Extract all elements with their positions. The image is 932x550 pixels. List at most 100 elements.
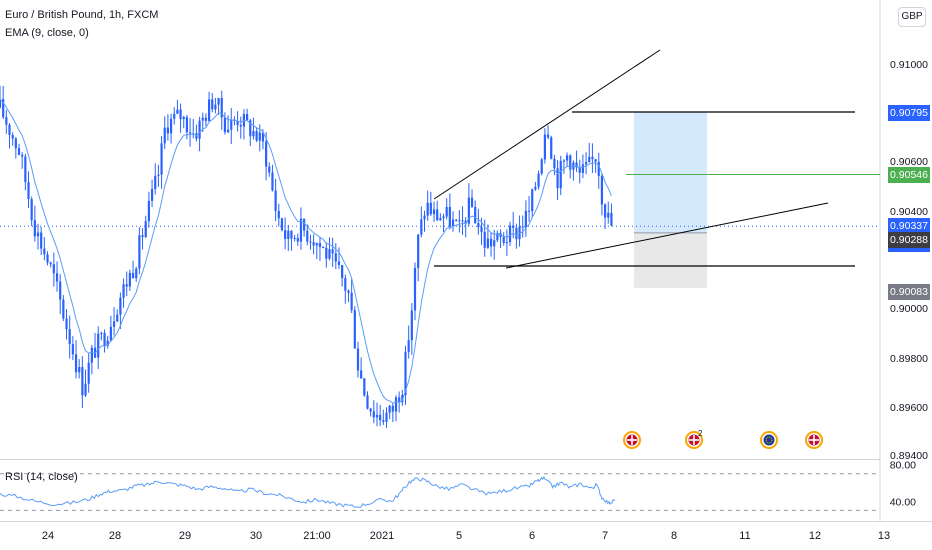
symbol-legend: Euro / British Pound, 1h, FXCM [5,9,159,21]
candle-body [287,230,290,240]
candle-body [385,412,388,423]
candle-body [135,268,138,279]
candle-body [331,249,334,254]
candle-body [303,218,306,231]
time-tick-label: 8 [671,530,677,542]
candle-body [49,262,52,265]
price-tick-label: 0.89800 [890,353,928,365]
candle-body [350,292,353,311]
currency-button[interactable]: GBP [898,7,926,27]
candle-body [125,284,128,287]
candle-body [226,129,230,133]
time-tick-label: 11 [739,530,750,542]
upper-trendline [433,49,661,200]
candle-body [315,243,318,246]
candle-body [543,134,546,160]
ema-line [0,98,612,404]
candle-body [33,220,36,237]
candle-body [144,221,147,237]
candle-body [312,242,315,246]
candle-body [14,138,17,149]
candle-body [5,117,8,125]
candle-body [201,117,204,121]
candle-body [78,366,81,373]
candle-body [515,227,518,240]
candle-body [464,220,467,224]
candle-body [43,248,46,255]
candle-body [445,206,448,217]
candle-body [578,167,581,173]
candle-body [379,414,382,421]
candle-body [442,216,445,219]
candle-body [150,189,154,201]
candle-body [505,242,508,244]
time-tick-label: 2021 [370,530,394,542]
candle-body [290,230,293,239]
candle-body [353,310,356,349]
price-tick-label: 0.90600 [890,156,928,168]
entry-price-badge: 0.90288 [888,232,930,249]
candle-body [62,299,65,319]
candle-body [363,378,366,396]
candle-body [420,219,423,235]
rsi-line [0,475,616,508]
candle-body [369,408,372,412]
candle-body [71,344,74,355]
candle-body [122,284,125,298]
candle-body [565,155,569,161]
candle-body [344,278,347,291]
candle-body [252,131,255,137]
candle-body [141,235,144,237]
candle-body [413,267,417,311]
candle-body [512,225,515,228]
time-tick-label: 13 [878,530,890,542]
profit-zone [634,112,707,233]
candle-body [166,127,170,134]
candle-body [486,238,489,248]
candle-body [116,314,119,322]
candle-body [404,351,407,395]
candle-body [540,159,543,174]
candle-body [55,273,59,282]
candle-body [432,209,436,215]
candle-body [271,172,274,191]
candle-body [157,174,160,176]
candle-body [360,370,363,379]
candle-body [575,162,578,168]
candle-body [600,175,604,205]
candle-body [217,98,220,105]
candle-body [306,230,309,242]
candle-body [521,226,524,228]
candle-body [261,132,265,142]
candle-body [546,134,550,138]
candle-body [24,156,27,183]
candle-body [223,117,227,133]
candle-body [407,340,410,352]
candles-group [0,85,613,428]
loss-zone [634,232,707,288]
candle-body [341,265,344,279]
candle-body [524,210,527,228]
candle-body [429,202,432,215]
candle-body [299,218,303,242]
candle-body [426,202,429,216]
time-tick-label: 6 [529,530,535,542]
candle-body [474,206,477,224]
candle-body [207,99,211,121]
candle-body [246,113,249,121]
time-tick-label: 28 [109,530,121,542]
candle-body [410,310,413,341]
rsi-legend: RSI (14, close) [5,471,78,483]
time-tick-label: 29 [179,530,191,542]
time-tick-label: 30 [250,530,262,542]
uk-event-icon [805,431,823,449]
candle-body [239,125,242,127]
candle-body [204,117,208,121]
candle-body [163,127,166,144]
candle-body [211,99,214,110]
candle-body [603,204,607,218]
candle-body [160,143,163,175]
candle-body [293,237,296,239]
